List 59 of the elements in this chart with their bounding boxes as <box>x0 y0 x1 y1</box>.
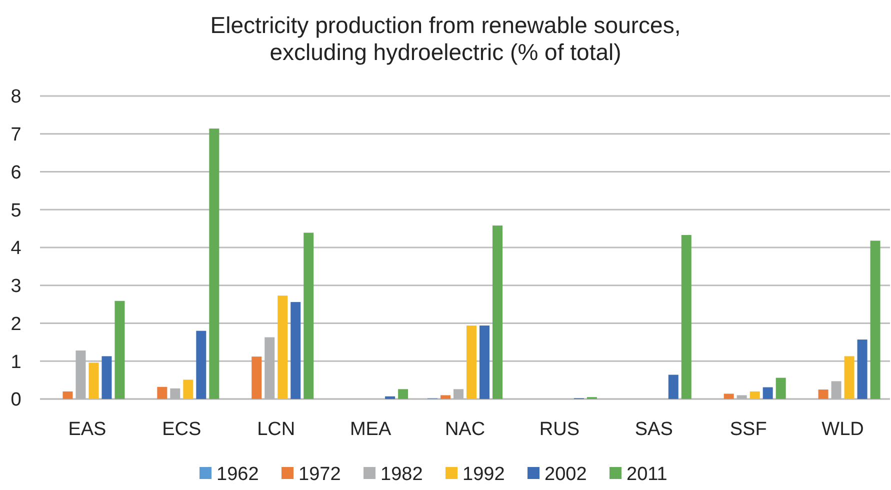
x-tick-label: NAC <box>444 419 486 440</box>
legend-label: 1982 <box>380 464 423 485</box>
bar <box>62 391 73 399</box>
y-tick-label: 6 <box>10 162 22 184</box>
y-tick-label: 4 <box>10 238 22 260</box>
bar <box>157 386 168 399</box>
y-tick-label: 3 <box>10 276 22 298</box>
bar <box>818 390 828 399</box>
bar <box>454 389 464 399</box>
y-tick-label: 0 <box>10 390 22 411</box>
y-tick-label: 2 <box>10 314 22 335</box>
x-tick-label: MEA <box>350 419 392 440</box>
legend-label: 1972 <box>298 464 341 485</box>
bar <box>736 395 747 399</box>
bar <box>398 389 408 399</box>
bar <box>290 302 301 399</box>
bar <box>196 330 206 399</box>
bar <box>480 326 490 399</box>
x-tick-label: LCN <box>257 419 296 440</box>
bar <box>724 394 734 399</box>
x-tick-label: EAS <box>68 419 106 440</box>
bar <box>844 356 854 399</box>
bar <box>870 240 880 399</box>
legend-label: 1992 <box>462 464 505 485</box>
x-tick-label: SSF <box>730 419 767 440</box>
x-tick-label: SAS <box>634 419 673 440</box>
bar <box>776 378 786 399</box>
bar <box>857 340 868 399</box>
bar <box>278 296 288 399</box>
bar <box>831 381 842 399</box>
bar <box>466 326 476 399</box>
legend-label: 2002 <box>544 464 587 485</box>
bar <box>209 128 220 399</box>
bar <box>385 396 396 399</box>
bar <box>492 226 502 399</box>
bar <box>750 391 760 399</box>
chart-title: Electricity production from renewable sources, excluding hydroelectric (% of total) <box>210 12 681 65</box>
y-tick-label: 8 <box>10 86 22 108</box>
bar <box>440 395 450 399</box>
legend-label: 2011 <box>626 464 668 485</box>
bar <box>183 380 194 399</box>
bar <box>170 388 180 399</box>
bar <box>102 356 112 399</box>
bar <box>762 387 773 399</box>
bar <box>252 356 262 399</box>
x-tick-label: WLD <box>822 419 864 440</box>
y-tick-label: 1 <box>10 352 22 373</box>
y-tick-label: 5 <box>10 200 22 222</box>
bar <box>264 337 275 399</box>
y-tick-label: 7 <box>10 124 22 146</box>
bar <box>76 350 86 399</box>
legend-label: 1962 <box>216 464 259 485</box>
bar <box>114 300 125 399</box>
bar <box>304 232 314 399</box>
bar <box>668 374 678 399</box>
x-tick-label: ECS <box>162 419 202 440</box>
bar <box>681 235 692 399</box>
x-tick-label: RUS <box>539 419 580 440</box>
bar <box>88 362 99 399</box>
